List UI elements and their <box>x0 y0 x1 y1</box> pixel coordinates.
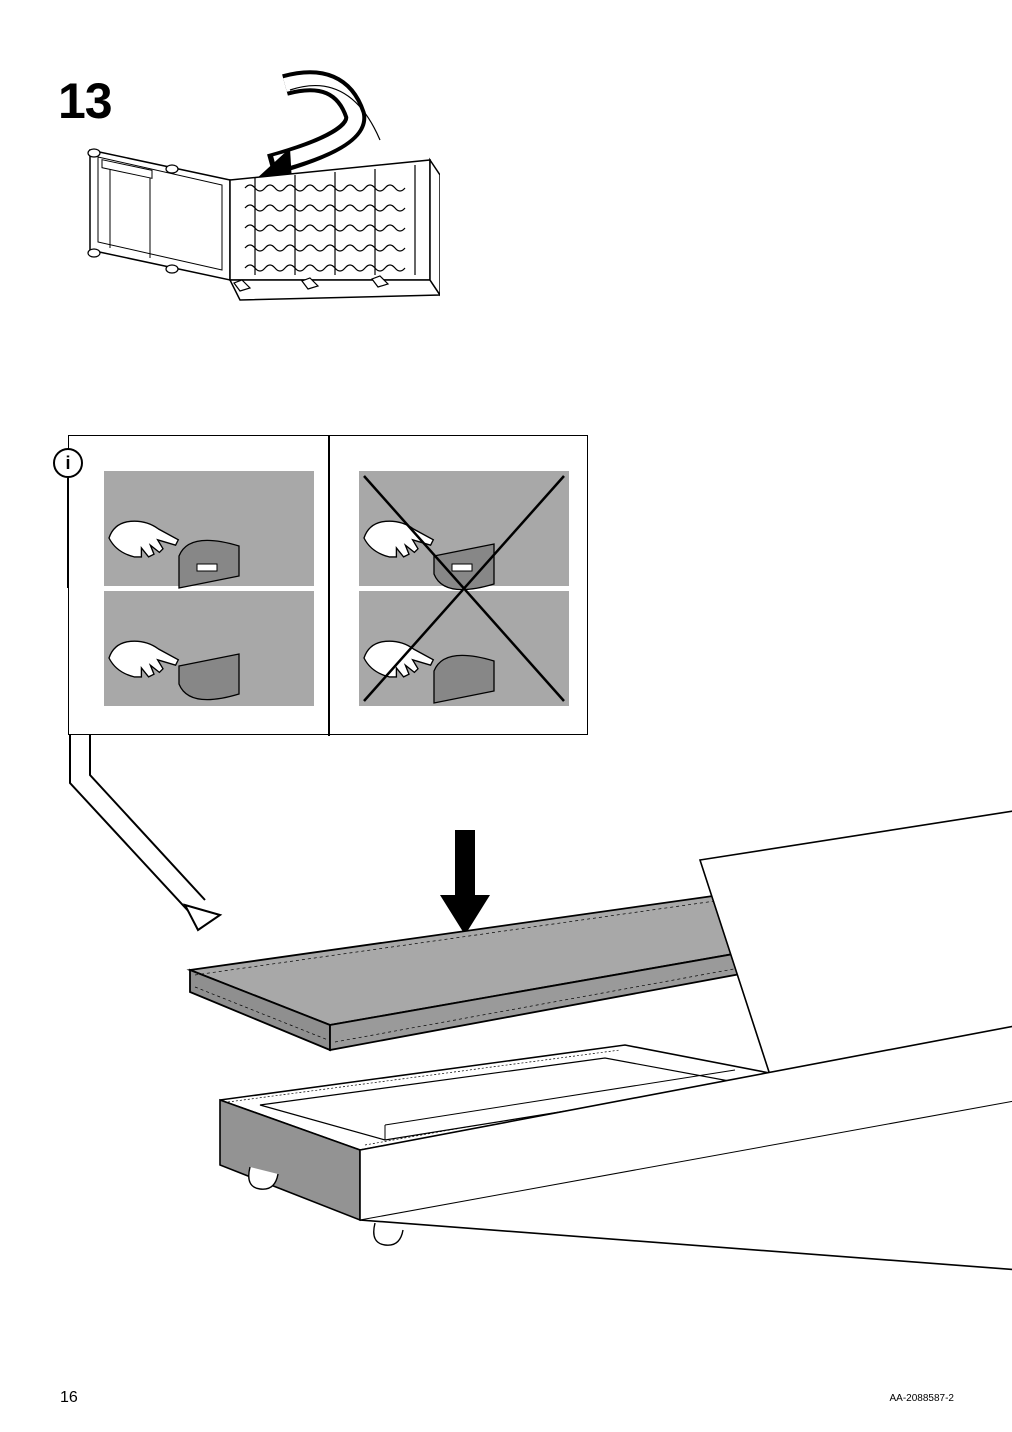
top-assembly-diagram <box>80 60 440 320</box>
orientation-info-box <box>68 435 588 735</box>
document-code: AA-2088587-2 <box>890 1393 955 1404</box>
page-number: 16 <box>60 1389 78 1407</box>
info-icon: i <box>53 448 83 478</box>
info-icon-stem <box>67 478 69 588</box>
info-icon-text: i <box>65 453 70 474</box>
divider <box>328 436 330 736</box>
cushion-placement-diagram <box>150 800 1012 1280</box>
instruction-page: 13 <box>0 0 1012 1432</box>
